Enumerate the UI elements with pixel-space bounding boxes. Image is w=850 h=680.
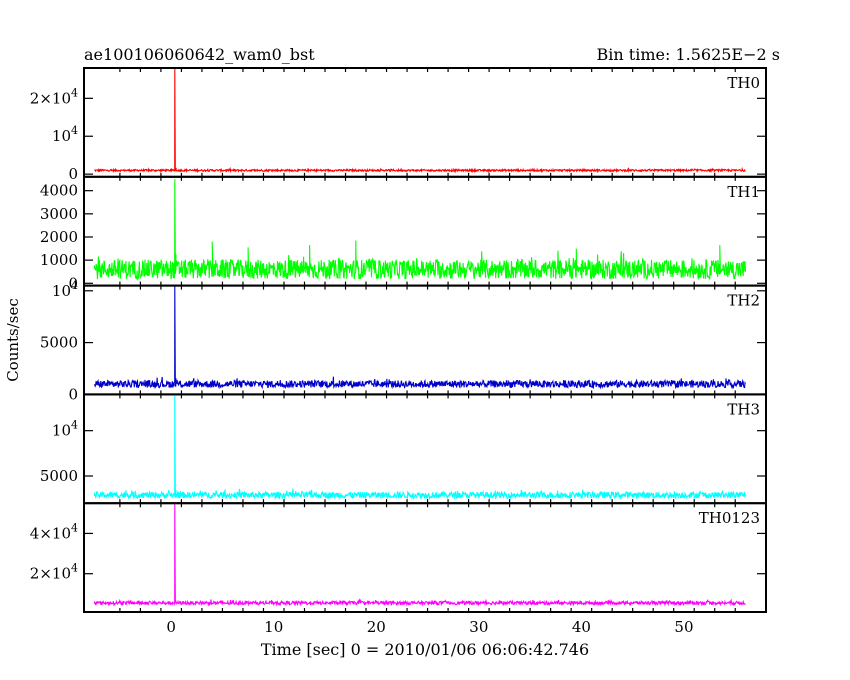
y-tick-label: 5000: [40, 334, 78, 352]
panel-frame: [83, 393, 767, 505]
series-th2-line: [93, 285, 746, 390]
y-tick-label: 2×104: [30, 562, 78, 583]
x-axis-label: Time [sec] 0 = 2010/01/06 06:06:42.746: [261, 640, 589, 659]
chart-title: ae100106060642_wam0_bst: [84, 45, 315, 64]
panel-th3: 5000 104 TH3: [40, 393, 767, 505]
y-tick-label: 3000: [40, 205, 78, 223]
bin-time-label: Bin time: 1.5625E−2 s: [597, 45, 780, 64]
y-tick-label: 2000: [40, 228, 78, 246]
y-tick-label: 5000: [40, 467, 78, 485]
x-tick-label: 50: [674, 618, 693, 636]
panel-label-th2: TH2: [727, 292, 760, 310]
panel-label-th0123: TH0123: [699, 509, 760, 527]
y-axis-label: Counts/sec: [4, 298, 22, 382]
panel-label-th3: TH3: [727, 400, 760, 418]
panel-th0123: 2×104 4×104 TH0123: [30, 502, 767, 614]
x-tick-label: 0: [166, 618, 176, 636]
y-tick-label: 104: [52, 419, 78, 440]
panel-label-th1: TH1: [727, 183, 760, 201]
panel-th1: 0 1000 2000 3000 4000 TH1: [40, 175, 767, 292]
y-tick-label: 4×104: [30, 521, 78, 542]
series-th1-line: [93, 179, 747, 281]
panel-frame: [83, 502, 767, 614]
y-tick-label: 4000: [40, 182, 78, 200]
y-tick-label: 104: [52, 279, 78, 300]
panel-th2: 0 5000 104 TH2: [40, 279, 767, 403]
series-th3-line: [93, 394, 747, 501]
y-tick-label: 1000: [40, 251, 78, 269]
y-tick-label: 0: [68, 165, 78, 183]
y-tick-label: 0: [68, 274, 78, 292]
y-tick-label: 2×104: [30, 86, 78, 107]
y-tick-label: 0: [68, 385, 78, 403]
panel-label-th0: TH0: [727, 74, 760, 92]
panel-frame: [83, 67, 767, 178]
x-tick-label: 30: [469, 618, 488, 636]
y-tick-label: 104: [52, 124, 78, 145]
panel-frame: [83, 284, 767, 396]
x-tick-label: 20: [367, 618, 386, 636]
panel-th0: 0 104 2×104 TH0: [30, 67, 767, 183]
series-th0123-line: [93, 503, 746, 607]
x-tick-label: 40: [572, 618, 591, 636]
series-th0-line: [94, 68, 746, 174]
x-tick-label: 10: [264, 618, 283, 636]
